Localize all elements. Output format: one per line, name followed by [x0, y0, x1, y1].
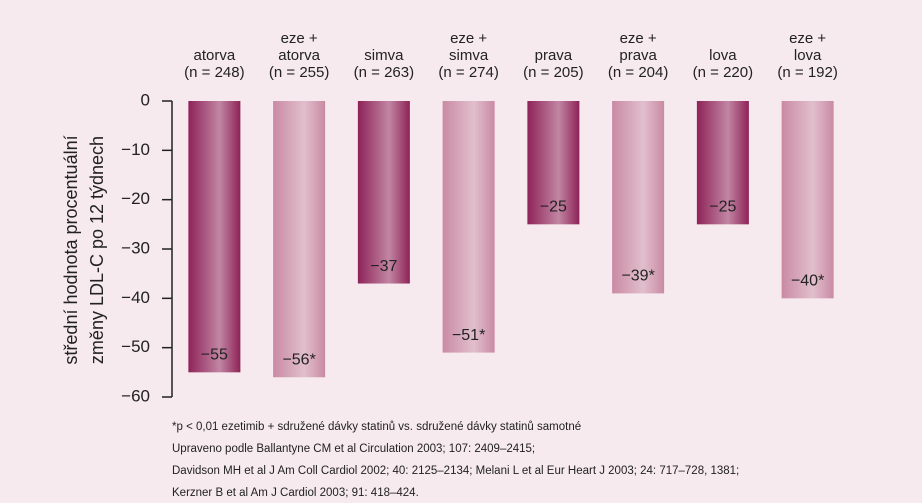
- footnote: Davidson MH et al J Am Coll Cardiol 2002…: [172, 465, 739, 477]
- x-category-label: prava: [535, 47, 573, 64]
- x-category-label: simva: [364, 47, 404, 64]
- bar: [612, 101, 665, 294]
- x-category-label: prava: [619, 47, 657, 64]
- x-category-label: eze +: [281, 30, 318, 47]
- y-tick-label: −10: [121, 140, 150, 159]
- x-category-label: eze +: [450, 30, 487, 47]
- bar: [188, 101, 241, 373]
- x-category-label: simva: [449, 47, 489, 64]
- bar: [527, 101, 580, 225]
- x-category-label: (n = 274): [438, 64, 498, 81]
- x-category-label: eze +: [789, 30, 826, 47]
- x-category-label: lova: [794, 47, 822, 64]
- footnote: Upraveno podle Ballantyne CM et al Circu…: [172, 443, 535, 455]
- x-category-label: lova: [709, 47, 737, 64]
- y-tick-label: −20: [121, 189, 150, 208]
- y-axis-label: změny LDL-C po 12 týdnech: [87, 136, 107, 364]
- footnote: *p < 0,01 ezetimib + sdružené dávky stat…: [172, 421, 581, 433]
- x-category-label: (n = 204): [608, 64, 668, 81]
- x-category-label: (n = 255): [269, 64, 329, 81]
- x-category-label: (n = 192): [777, 64, 837, 81]
- data-label: −25: [540, 199, 567, 216]
- data-label: −55: [201, 347, 228, 364]
- footnote: Kerzner B et al Am J Cardiol 2003; 91: 4…: [172, 487, 419, 499]
- y-axis-label: střední hodnota procentuální: [61, 135, 81, 364]
- y-tick-label: 0: [141, 90, 150, 109]
- bar: [273, 101, 326, 378]
- y-tick-label: −40: [121, 288, 150, 307]
- bar: [357, 101, 410, 284]
- x-category-label: eze +: [620, 30, 657, 47]
- x-category-label: (n = 205): [523, 64, 583, 81]
- x-category-label: (n = 248): [184, 64, 244, 81]
- data-label: −56*: [282, 351, 315, 368]
- x-category-label: atorva: [194, 47, 236, 64]
- y-tick-label: −60: [121, 386, 150, 405]
- bar: [696, 101, 749, 225]
- data-label: −39*: [621, 268, 654, 285]
- bar: [442, 101, 495, 353]
- y-tick-label: −50: [121, 337, 150, 356]
- data-label: −25: [709, 199, 736, 216]
- bar: [781, 101, 834, 299]
- x-category-label: atorva: [278, 47, 320, 64]
- data-label: −51*: [452, 327, 485, 344]
- data-label: −40*: [791, 273, 824, 290]
- y-tick-label: −30: [121, 238, 150, 257]
- x-category-label: (n = 263): [354, 64, 414, 81]
- data-label: −37: [370, 258, 397, 275]
- x-category-label: (n = 220): [693, 64, 753, 81]
